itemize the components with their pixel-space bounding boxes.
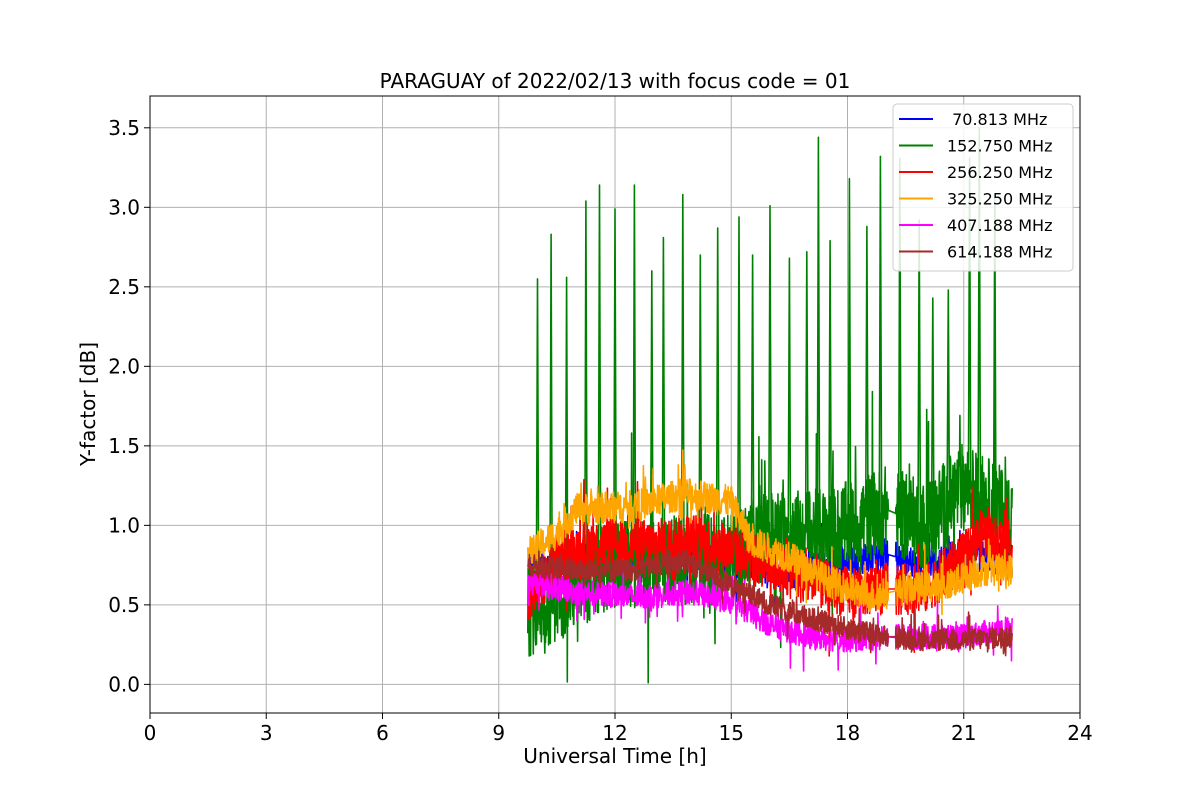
x-tick-label: 18 xyxy=(835,721,860,745)
x-tick-label: 0 xyxy=(144,721,157,745)
y-tick-label: 0.5 xyxy=(108,593,140,617)
x-tick-label: 3 xyxy=(260,721,273,745)
tick-layer: 0 3 6 9 12 15 18 21 24 0.0 0.5 1.0 1.5 2.0 2.5 3.0 3.5 xyxy=(108,116,1093,745)
legend: 70.813 MHz 152.750 MHz 256.250 MHz 325.250 … xyxy=(892,103,1074,272)
y-tick-label: 3.5 xyxy=(108,116,140,140)
series-line-5 xyxy=(527,547,1013,657)
x-tick-label: 12 xyxy=(602,721,627,745)
y-tick-label: 2.0 xyxy=(108,354,140,378)
x-axis-label: Universal Time [h] xyxy=(523,744,706,768)
legend-label-4: 407.188 MHz xyxy=(947,216,1052,235)
y-axis-label: Y-factor [dB] xyxy=(76,342,100,467)
series-line-3 xyxy=(527,449,1013,616)
legend-label-0: 70.813 MHz xyxy=(947,110,1047,129)
series-line-4 xyxy=(527,558,1013,672)
x-tick-label: 15 xyxy=(719,721,744,745)
y-tick-label: 1.5 xyxy=(108,434,140,458)
x-tick-label: 24 xyxy=(1067,721,1092,745)
y-tick-label: 2.5 xyxy=(108,275,140,299)
x-tick-label: 21 xyxy=(951,721,976,745)
x-tick-label: 6 xyxy=(376,721,389,745)
legend-label-1: 152.750 MHz xyxy=(947,137,1052,156)
chart-title: PARAGUAY of 2022/02/13 with focus code =… xyxy=(380,69,851,93)
x-tick-label: 9 xyxy=(492,721,505,745)
y-tick-label: 1.0 xyxy=(108,513,140,537)
legend-label-3: 325.250 MHz xyxy=(947,190,1052,209)
series-layer xyxy=(527,127,1013,684)
legend-label-2: 256.250 MHz xyxy=(947,163,1052,182)
y-tick-label: 3.0 xyxy=(108,195,140,219)
y-tick-label: 0.0 xyxy=(108,672,140,696)
legend-box xyxy=(892,103,1074,272)
legend-label-5: 614.188 MHz xyxy=(947,243,1052,262)
